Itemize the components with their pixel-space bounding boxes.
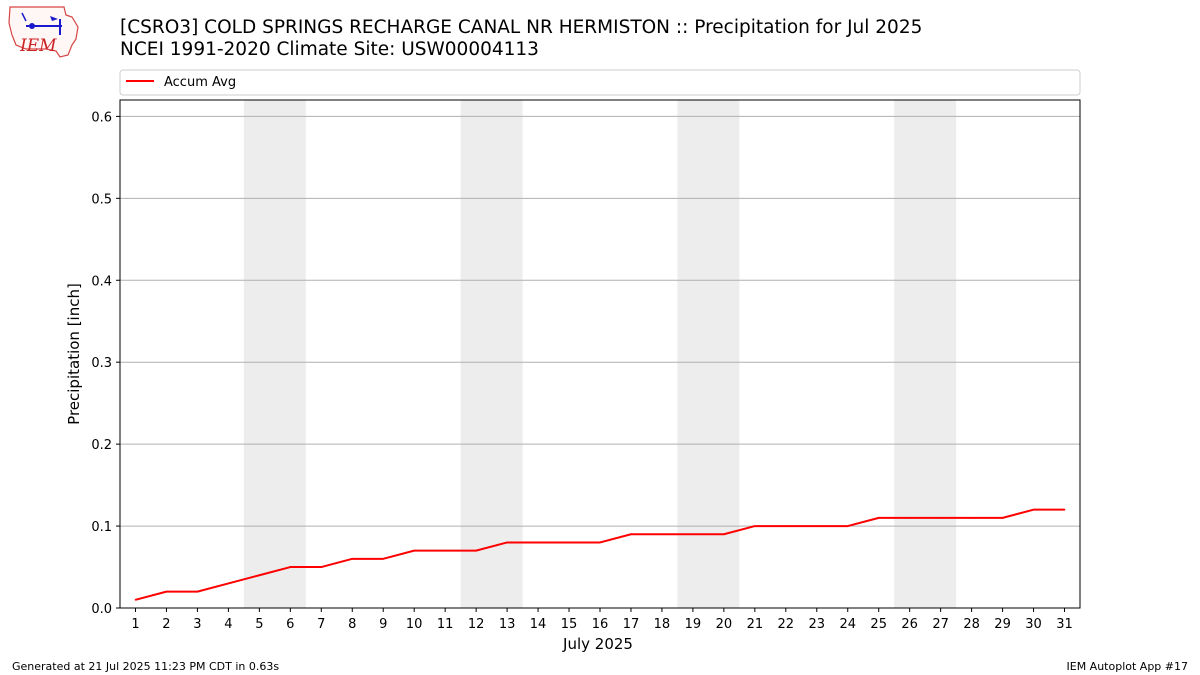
x-tick-label: 9: [379, 617, 387, 632]
x-tick-label: 15: [561, 617, 578, 632]
data-point: [785, 525, 787, 527]
x-tick-label: 28: [963, 617, 980, 632]
data-point: [754, 525, 756, 527]
data-point: [475, 549, 477, 552]
legend: Accum Avg: [119, 69, 1081, 96]
weekend-band: [460, 100, 523, 608]
data-point: [908, 517, 911, 519]
title-line-2: NCEI 1991-2020 Climate Site: USW00004113: [120, 39, 539, 60]
x-tick-label: 20: [716, 617, 733, 632]
x-tick-label: 25: [870, 617, 887, 632]
chart-title: [CSRO3] COLD SPRINGS RECHARGE CANAL NR H…: [120, 17, 922, 61]
y-tick-label: 0.0: [91, 602, 112, 617]
x-tick-label: 31: [1056, 617, 1073, 632]
x-tick-label: 12: [468, 617, 485, 632]
x-tick-label: 4: [224, 617, 232, 632]
data-point: [1032, 508, 1035, 511]
footer-app: IEM Autoplot App #17: [1066, 660, 1189, 673]
data-point: [939, 517, 942, 519]
weekend-band: [243, 100, 306, 608]
data-point: [970, 517, 973, 519]
x-tick-label: 22: [778, 617, 795, 632]
x-tick-label: 30: [1025, 617, 1042, 632]
x-tick-label: 21: [747, 617, 764, 632]
data-point: [815, 525, 818, 527]
y-axis-label: Precipitation [inch]: [65, 283, 83, 425]
x-tick-label: 14: [530, 617, 547, 632]
x-tick-label: 1: [131, 617, 139, 632]
iem-logo: IEM: [8, 6, 79, 58]
data-point: [382, 558, 385, 560]
title-line-1: [CSRO3] COLD SPRINGS RECHARGE CANAL NR H…: [120, 17, 923, 38]
data-point: [444, 549, 446, 552]
x-tick-label: 8: [348, 617, 356, 632]
weekend-band: [677, 100, 740, 608]
x-tick-label: 6: [286, 617, 294, 632]
x-tick-label: 13: [499, 617, 516, 632]
plot-frame: [119, 99, 1081, 609]
footer-generated: Generated at 21 Jul 2025 11:23 PM CDT in…: [12, 660, 280, 673]
y-tick-label: 0.2: [91, 438, 112, 453]
y-tick-label: 0.5: [91, 192, 112, 207]
data-point: [877, 517, 880, 519]
x-axis-label: July 2025: [562, 635, 633, 653]
data-point: [506, 541, 508, 544]
data-point: [351, 558, 354, 560]
data-point: [289, 566, 292, 568]
x-tick-label: 27: [932, 617, 949, 632]
data-point: [413, 549, 415, 552]
data-point: [568, 541, 570, 544]
data-point: [258, 574, 261, 577]
x-tick-label: 11: [437, 617, 454, 632]
y-tick-label: 0.6: [91, 110, 112, 125]
x-tick-label: 26: [901, 617, 918, 632]
data-point: [723, 533, 725, 536]
x-tick-label: 18: [654, 617, 671, 632]
data-point: [692, 533, 694, 536]
x-tick-label: 10: [406, 617, 423, 632]
data-point: [320, 566, 323, 568]
x-tick-label: 24: [839, 617, 856, 632]
data-point: [165, 590, 168, 593]
legend-label: Accum Avg: [164, 75, 236, 90]
y-tick-label: 0.1: [91, 520, 112, 535]
data-point: [599, 541, 601, 544]
x-tick-label: 23: [809, 617, 826, 632]
data-point: [661, 533, 663, 536]
x-tick-label: 19: [685, 617, 702, 632]
accum-avg-line: [135, 508, 1065, 601]
data-point: [227, 582, 230, 585]
weekend-band: [894, 100, 957, 608]
x-tick-label: 16: [592, 617, 609, 632]
x-tick-label: 29: [994, 617, 1011, 632]
x-tick-label: 7: [317, 617, 325, 632]
data-point: [537, 541, 539, 544]
data-point: [1001, 517, 1004, 519]
data-point: [846, 525, 849, 527]
data-point: [196, 590, 199, 593]
y-tick-label: 0.3: [91, 356, 112, 371]
data-point: [1063, 508, 1066, 511]
x-tick-label: 2: [162, 617, 170, 632]
x-tick-label: 5: [255, 617, 263, 632]
x-tick-label: 3: [193, 617, 201, 632]
data-point: [630, 533, 632, 536]
logo-text: IEM: [19, 36, 57, 56]
y-tick-label: 0.4: [91, 274, 112, 289]
x-tick-label: 17: [623, 617, 640, 632]
data-point: [134, 599, 137, 601]
